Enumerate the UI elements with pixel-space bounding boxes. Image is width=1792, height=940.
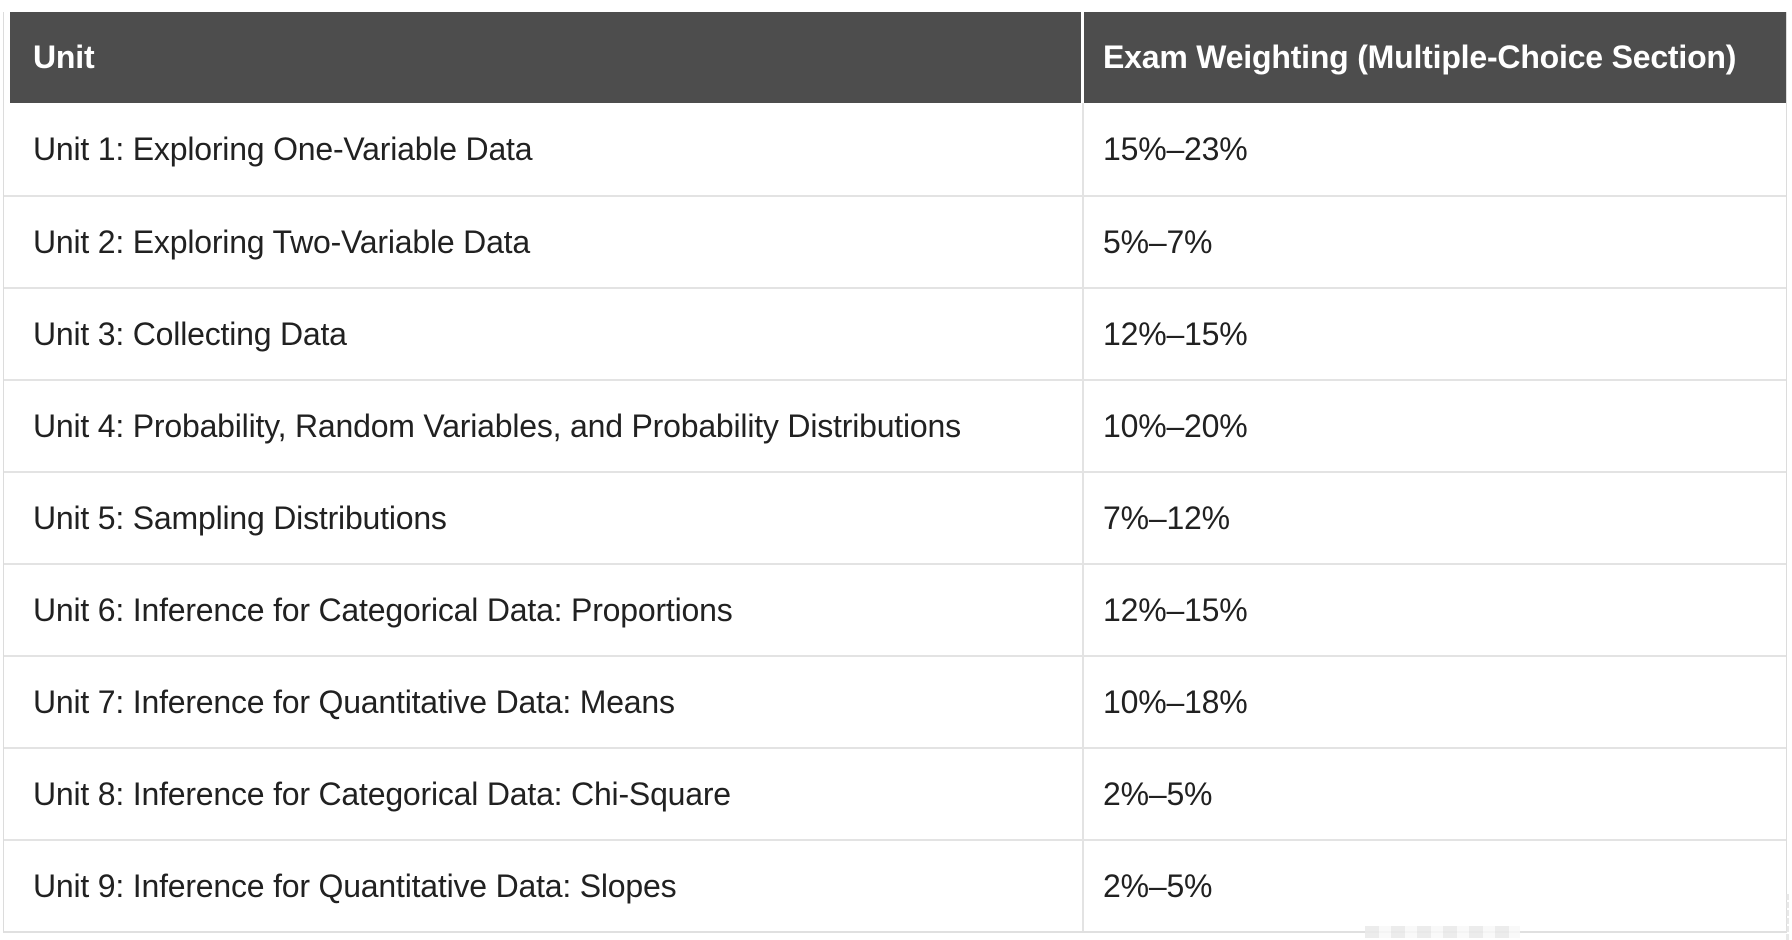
table-row-unit-3: Unit 3: Collecting Data 12%–15% (4, 287, 1786, 379)
unit-cell: Unit 8: Inference for Categorical Data: … (4, 749, 1084, 839)
table-row-unit-2: Unit 2: Exploring Two-Variable Data 5%–7… (4, 195, 1786, 287)
table-row-unit-4: Unit 4: Probability, Random Variables, a… (4, 379, 1786, 471)
weight-cell: 2%–5% (1084, 841, 1786, 931)
weight-cell: 15%–23% (1084, 103, 1786, 195)
unit-cell: Unit 2: Exploring Two-Variable Data (4, 197, 1084, 287)
unit-label: Unit 4: Probability, Random Variables, a… (33, 407, 961, 444)
header-exam-weighting-label: Exam Weighting (Multiple-Choice Section) (1103, 39, 1737, 75)
weight-cell: 7%–12% (1084, 473, 1786, 563)
weight-cell: 2%–5% (1084, 749, 1786, 839)
unit-label: Unit 5: Sampling Distributions (33, 499, 447, 536)
table-row-unit-5: Unit 5: Sampling Distributions 7%–12% (4, 471, 1786, 563)
unit-label: Unit 1: Exploring One-Variable Data (33, 130, 533, 167)
weight-cell: 12%–15% (1084, 289, 1786, 379)
weight-value: 5%–7% (1103, 223, 1213, 260)
table-header-row: Unit Exam Weighting (Multiple-Choice Sec… (4, 12, 1786, 103)
weight-value: 7%–12% (1103, 499, 1230, 536)
table-row-unit-8: Unit 8: Inference for Categorical Data: … (4, 747, 1786, 839)
unit-cell: Unit 3: Collecting Data (4, 289, 1084, 379)
weight-cell: 10%–20% (1084, 381, 1786, 471)
weight-value: 12%–15% (1103, 315, 1248, 352)
weight-value: 10%–18% (1103, 683, 1248, 720)
weight-value: 2%–5% (1103, 775, 1213, 812)
unit-label: Unit 8: Inference for Categorical Data: … (33, 775, 731, 812)
weight-value: 10%–20% (1103, 407, 1248, 444)
unit-label: Unit 9: Inference for Quantitative Data:… (33, 867, 677, 904)
crop-artifact-dashes (1786, 894, 1789, 940)
unit-label: Unit 7: Inference for Quantitative Data:… (33, 683, 675, 720)
unit-cell: Unit 7: Inference for Quantitative Data:… (4, 657, 1084, 747)
weight-value: 15%–23% (1103, 130, 1248, 167)
table-row-unit-7: Unit 7: Inference for Quantitative Data:… (4, 655, 1786, 747)
unit-cell: Unit 4: Probability, Random Variables, a… (4, 381, 1084, 471)
exam-weighting-table: Unit Exam Weighting (Multiple-Choice Sec… (3, 12, 1787, 933)
unit-cell: Unit 1: Exploring One-Variable Data (4, 103, 1084, 195)
unit-cell: Unit 5: Sampling Distributions (4, 473, 1084, 563)
unit-cell: Unit 9: Inference for Quantitative Data:… (4, 841, 1084, 931)
header-cell-unit: Unit (10, 12, 1081, 103)
weight-value: 12%–15% (1103, 591, 1248, 628)
table-row-unit-1: Unit 1: Exploring One-Variable Data 15%–… (4, 103, 1786, 195)
unit-label: Unit 2: Exploring Two-Variable Data (33, 223, 530, 260)
header-column-divider (1081, 12, 1084, 103)
weight-cell: 10%–18% (1084, 657, 1786, 747)
header-cell-exam-weighting: Exam Weighting (Multiple-Choice Section) (1084, 12, 1786, 103)
unit-label: Unit 6: Inference for Categorical Data: … (33, 591, 733, 628)
unit-cell: Unit 6: Inference for Categorical Data: … (4, 565, 1084, 655)
table-row-unit-9: Unit 9: Inference for Quantitative Data:… (4, 839, 1786, 931)
table-row-unit-6: Unit 6: Inference for Categorical Data: … (4, 563, 1786, 655)
weight-value: 2%–5% (1103, 867, 1213, 904)
weight-cell: 5%–7% (1084, 197, 1786, 287)
unit-label: Unit 3: Collecting Data (33, 315, 347, 352)
header-unit-label: Unit (33, 39, 95, 75)
weight-cell: 12%–15% (1084, 565, 1786, 655)
watermark-hatch (1365, 926, 1520, 938)
